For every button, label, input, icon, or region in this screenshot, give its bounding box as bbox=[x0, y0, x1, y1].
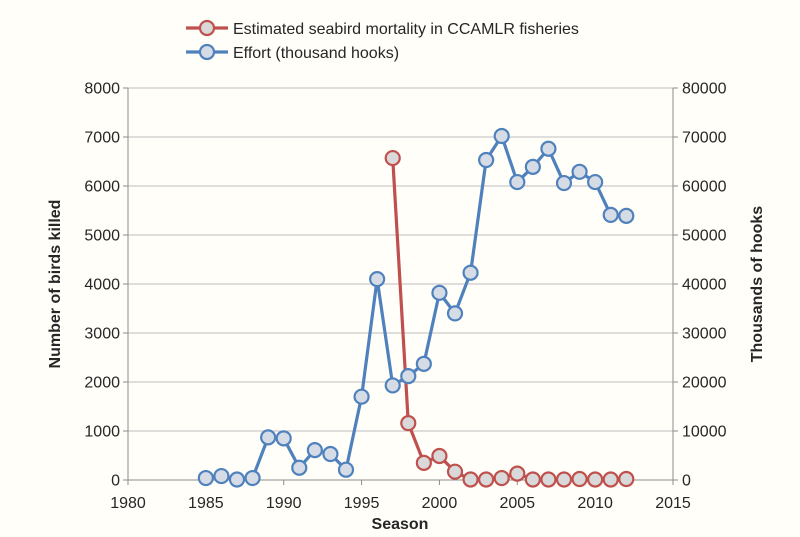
left-tick-label: 0 bbox=[111, 473, 120, 490]
effort-marker bbox=[353, 388, 370, 405]
effort-series bbox=[197, 127, 635, 488]
left-axis-title: Number of birds killed bbox=[47, 200, 64, 369]
effort-marker bbox=[306, 442, 323, 459]
right-tick-label: 40000 bbox=[682, 277, 727, 294]
effort-marker bbox=[275, 430, 292, 447]
effort-marker bbox=[462, 264, 479, 281]
left-tick-label: 4000 bbox=[84, 277, 120, 294]
legend-item-mortality: Estimated seabird mortality in CCAMLR fi… bbox=[186, 19, 579, 38]
mortality-marker bbox=[493, 469, 510, 487]
right-tick-label: 80000 bbox=[682, 81, 727, 98]
mortality-marker bbox=[509, 465, 526, 482]
effort-marker bbox=[478, 151, 495, 169]
effort-marker bbox=[197, 469, 214, 487]
x-axis-title: Season bbox=[372, 516, 429, 533]
x-tick-label: 1995 bbox=[344, 495, 380, 512]
effort-marker bbox=[384, 377, 401, 394]
right-tick-label: 60000 bbox=[682, 179, 727, 196]
legend-marker-effort bbox=[198, 43, 216, 61]
effort-marker bbox=[244, 469, 261, 487]
effort-marker bbox=[509, 173, 526, 191]
mortality-marker bbox=[555, 471, 573, 488]
effort-marker bbox=[213, 467, 230, 485]
left-tick-label: 2000 bbox=[84, 375, 120, 392]
effort-marker bbox=[337, 461, 355, 478]
mortality-marker bbox=[602, 471, 619, 488]
x-tick-label: 2000 bbox=[422, 495, 458, 512]
effort-marker bbox=[400, 368, 417, 385]
effort-marker bbox=[555, 174, 573, 192]
effort-marker bbox=[540, 140, 557, 157]
legend-marker-mortality bbox=[198, 19, 216, 37]
effort-marker bbox=[291, 459, 308, 476]
mortality-marker bbox=[384, 149, 401, 167]
mortality-series bbox=[384, 149, 635, 488]
effort-marker bbox=[571, 163, 588, 180]
right-tick-label: 20000 bbox=[682, 375, 727, 392]
x-tick-label: 1990 bbox=[266, 495, 302, 512]
effort-marker bbox=[587, 173, 604, 191]
right-tick-label: 0 bbox=[682, 473, 691, 490]
legend-label-mortality: Estimated seabird mortality in CCAMLR fi… bbox=[233, 21, 579, 38]
mortality-marker bbox=[524, 471, 541, 488]
data-series bbox=[197, 127, 635, 488]
effort-marker bbox=[260, 429, 277, 446]
mortality-marker bbox=[400, 415, 417, 432]
effort-marker bbox=[431, 284, 448, 301]
effort-marker bbox=[228, 471, 246, 488]
effort-marker bbox=[618, 207, 635, 224]
right-tick-label: 70000 bbox=[682, 130, 727, 147]
mortality-marker bbox=[462, 471, 479, 488]
effort-marker bbox=[446, 305, 464, 322]
x-tick-label: 1985 bbox=[188, 495, 224, 512]
gridlines bbox=[128, 87, 673, 432]
mortality-marker bbox=[446, 463, 464, 480]
left-tick-label: 8000 bbox=[84, 81, 120, 98]
mortality-marker bbox=[587, 471, 604, 488]
tick-labels: 0100020003000400050006000700080000100002… bbox=[84, 81, 726, 513]
right-tick-label: 30000 bbox=[682, 326, 727, 343]
left-tick-label: 3000 bbox=[84, 326, 120, 343]
effort-marker bbox=[322, 445, 339, 463]
left-tick-label: 7000 bbox=[84, 130, 120, 147]
right-tick-label: 50000 bbox=[682, 228, 727, 245]
mortality-marker bbox=[540, 471, 557, 488]
effort-marker bbox=[415, 355, 432, 372]
left-tick-label: 1000 bbox=[84, 424, 120, 441]
left-tick-label: 5000 bbox=[84, 228, 120, 245]
legend: Estimated seabird mortality in CCAMLR fi… bbox=[186, 19, 579, 62]
x-tick-label: 2015 bbox=[655, 495, 691, 512]
mortality-marker bbox=[415, 454, 432, 471]
legend-label-effort: Effort (thousand hooks) bbox=[233, 45, 399, 62]
x-tick-label: 2010 bbox=[577, 495, 613, 512]
mortality-marker bbox=[571, 470, 588, 488]
x-tick-label: 2005 bbox=[499, 495, 535, 512]
right-axis-title: Thousands of hooks bbox=[749, 206, 766, 363]
effort-marker bbox=[369, 271, 386, 288]
right-tick-label: 10000 bbox=[682, 424, 727, 441]
legend-item-effort: Effort (thousand hooks) bbox=[186, 43, 399, 62]
effort-marker bbox=[524, 158, 541, 175]
left-tick-label: 6000 bbox=[84, 179, 120, 196]
mortality-marker bbox=[618, 470, 635, 488]
mortality-marker bbox=[431, 447, 448, 465]
x-tick-label: 1980 bbox=[110, 495, 146, 512]
effort-marker bbox=[493, 127, 510, 145]
mortality-marker bbox=[478, 471, 495, 488]
effort-marker bbox=[602, 206, 619, 224]
